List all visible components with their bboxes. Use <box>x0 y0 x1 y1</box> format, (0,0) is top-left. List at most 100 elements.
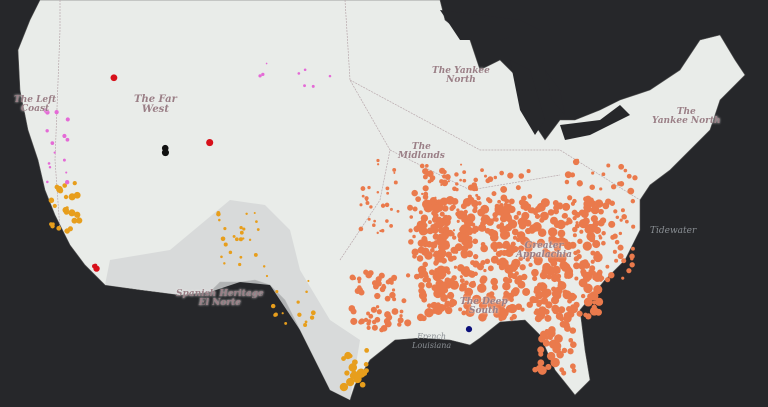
data-point <box>371 324 378 331</box>
data-point <box>576 158 580 162</box>
data-point <box>594 253 599 258</box>
data-point <box>442 205 449 212</box>
data-point <box>364 196 369 201</box>
data-point <box>284 321 288 325</box>
data-point <box>368 313 374 319</box>
data-point <box>614 258 619 263</box>
data-point <box>385 279 391 285</box>
data-point <box>47 162 51 165</box>
data-point <box>458 307 463 312</box>
data-point <box>492 212 498 218</box>
data-point <box>447 291 455 300</box>
data-point <box>455 187 459 192</box>
data-point <box>409 215 414 219</box>
data-point <box>612 249 617 254</box>
data-point <box>366 325 371 330</box>
data-point <box>589 265 596 272</box>
data-point <box>459 178 462 182</box>
data-point <box>239 225 243 230</box>
data-point <box>261 72 265 76</box>
data-point <box>498 263 506 271</box>
data-point <box>571 368 577 374</box>
data-point <box>569 327 577 334</box>
data-point <box>463 301 472 310</box>
data-point <box>503 290 510 297</box>
data-point <box>491 304 500 313</box>
data-point <box>564 325 571 332</box>
region-label-yankee-north-east: The Yankee North <box>652 107 721 126</box>
data-point <box>510 288 519 297</box>
data-point <box>348 363 358 372</box>
data-point <box>423 191 429 197</box>
data-point <box>631 224 636 229</box>
data-point <box>601 240 606 246</box>
data-point <box>418 282 425 289</box>
data-point <box>419 163 425 169</box>
data-point <box>50 141 55 145</box>
data-point <box>557 229 566 238</box>
data-point <box>562 202 571 211</box>
data-point <box>585 313 592 320</box>
data-point <box>537 346 545 354</box>
data-point <box>50 224 55 229</box>
data-point <box>341 356 347 361</box>
data-point <box>441 272 447 278</box>
data-point <box>556 313 563 320</box>
data-point <box>468 283 473 287</box>
data-point <box>384 295 391 302</box>
data-point <box>490 277 499 286</box>
data-point <box>408 228 413 233</box>
data-point <box>62 133 67 139</box>
data-point <box>380 325 388 332</box>
data-point <box>557 308 563 313</box>
data-point <box>449 206 455 211</box>
data-point <box>421 270 429 278</box>
data-point <box>418 210 423 215</box>
data-point <box>63 194 69 200</box>
data-point <box>381 284 387 290</box>
data-point <box>550 357 560 368</box>
data-point <box>73 191 81 199</box>
data-point <box>541 199 549 207</box>
data-point <box>358 226 364 232</box>
data-point <box>494 203 500 209</box>
region-label-french-louisiana: French Louisiana <box>412 332 452 350</box>
data-point <box>296 300 300 304</box>
data-point <box>206 138 214 147</box>
data-point <box>429 175 436 181</box>
data-point <box>621 258 627 264</box>
data-point <box>615 215 620 220</box>
data-point <box>532 276 538 282</box>
data-point <box>364 348 370 353</box>
data-point <box>528 262 533 267</box>
data-point <box>576 310 583 317</box>
data-point <box>536 238 546 247</box>
data-point <box>527 194 533 199</box>
data-point <box>424 307 434 318</box>
data-point <box>518 255 524 261</box>
data-point <box>567 273 571 278</box>
data-point <box>458 244 463 249</box>
data-point <box>363 317 369 322</box>
data-point <box>556 277 561 283</box>
data-point <box>542 247 549 254</box>
data-point <box>574 211 581 218</box>
data-point <box>556 236 567 247</box>
data-point <box>63 209 70 215</box>
data-point <box>220 236 226 242</box>
data-point <box>455 211 461 217</box>
region-label-el-norte: Spanish Heritage El Norte <box>176 289 264 308</box>
data-point <box>466 270 474 277</box>
data-point <box>110 74 118 82</box>
data-point <box>495 250 503 258</box>
data-point <box>451 255 457 261</box>
data-point <box>328 74 332 78</box>
data-point <box>385 219 389 223</box>
data-point <box>475 193 479 197</box>
data-point <box>556 219 566 230</box>
data-point <box>590 205 600 215</box>
data-point <box>223 262 226 265</box>
data-point <box>499 170 504 176</box>
